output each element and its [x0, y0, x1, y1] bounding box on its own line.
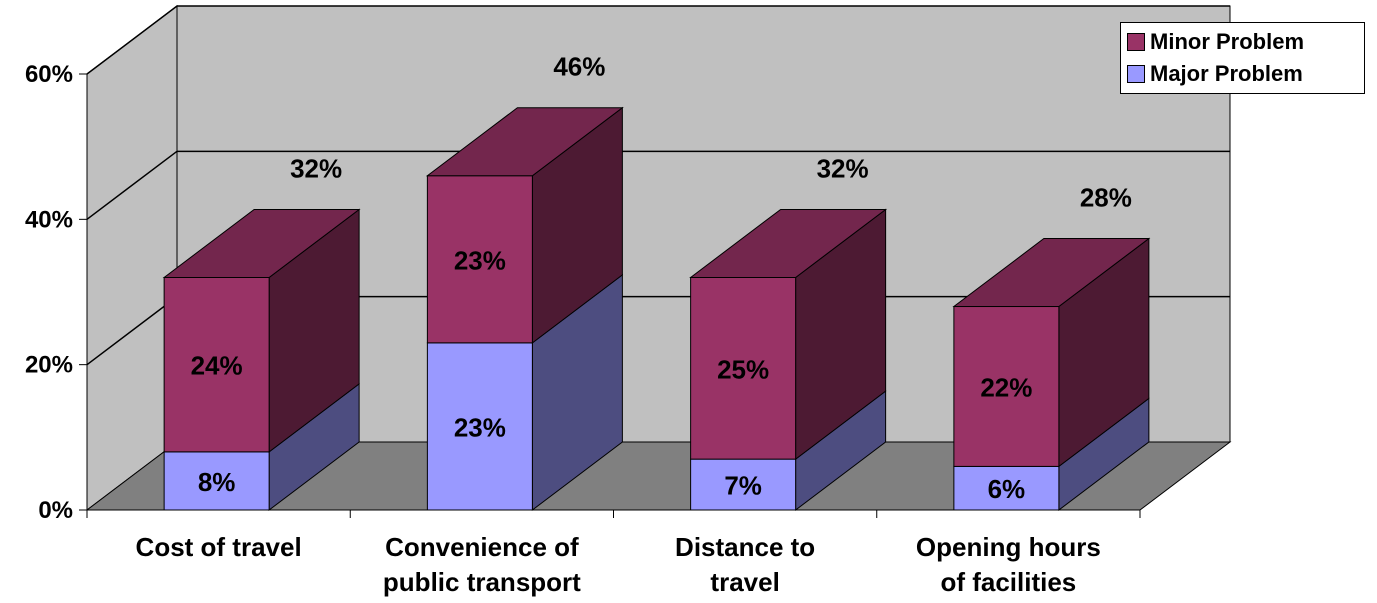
legend-label-major: Major Problem: [1150, 61, 1303, 86]
legend: Minor Problem Major Problem: [1120, 22, 1365, 94]
y-tick-label: 20%: [25, 352, 73, 379]
bar-major: [953, 465, 1060, 511]
legend-swatch-minor: [1127, 33, 1145, 51]
bar-minor: [163, 276, 270, 453]
x-tick-label: travel: [710, 567, 779, 597]
bar-major-label: 6%: [988, 474, 1026, 504]
bar-major: [426, 342, 533, 511]
bar-minor-top: [689, 208, 888, 278]
bar-major-label: 23%: [454, 412, 506, 442]
y-tick-label: 40%: [25, 206, 73, 233]
bar-minor-label: 22%: [980, 372, 1032, 402]
bar-total-label: 46%: [553, 52, 605, 82]
side-wall: [86, 4, 178, 512]
bar-major: [690, 458, 797, 511]
bar-minor-top: [425, 107, 624, 177]
bar-major: [163, 451, 270, 511]
legend-item-minor: Minor Problem: [1121, 26, 1364, 58]
bar-total-label: 28%: [1080, 183, 1132, 213]
bar-minor-label: 25%: [717, 354, 769, 384]
y-tick-label: 60%: [25, 61, 73, 88]
x-tick-label: public transport: [383, 567, 581, 597]
legend-item-major: Major Problem: [1121, 58, 1364, 90]
bar-minor-label: 23%: [454, 245, 506, 275]
x-tick-label: Cost of travel: [136, 532, 302, 562]
x-tick-label: Opening hours: [916, 532, 1101, 562]
legend-label-minor: Minor Problem: [1150, 29, 1305, 54]
bar-total-label: 32%: [290, 153, 342, 183]
x-tick-label: Convenience of: [385, 532, 579, 562]
x-tick-label: of facilities: [940, 567, 1076, 597]
x-tick-label: Distance to: [675, 532, 815, 562]
bar-total-label: 32%: [817, 153, 869, 183]
gridline: [86, 5, 1230, 75]
bar-minor: [690, 276, 797, 460]
bar-major-label: 7%: [724, 471, 762, 501]
gridline: [86, 150, 1230, 220]
bar-minor: [426, 175, 533, 344]
bar-minor-label: 24%: [191, 351, 243, 381]
legend-swatch-major: [1127, 65, 1145, 83]
bar-minor-top: [162, 208, 361, 278]
bar-minor-top: [952, 238, 1151, 308]
y-tick-label: 0%: [38, 497, 73, 524]
bar-major-label: 8%: [198, 467, 236, 497]
